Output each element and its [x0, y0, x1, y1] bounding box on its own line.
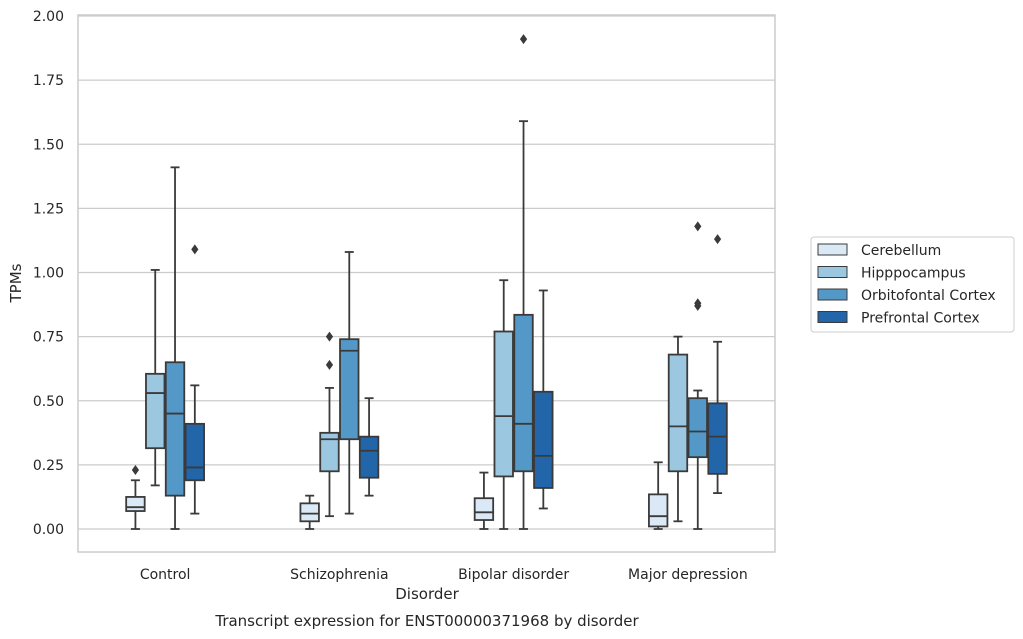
x-axis-ticks: Control Schizophrenia Bipolar disorder Majo… [140, 567, 748, 583]
box-iqr [125, 496, 146, 512]
box-item [125, 465, 146, 530]
outlier-point [131, 465, 140, 476]
legend-label: Hipppocampus [861, 266, 966, 282]
y-tick-label: 1.75 [33, 73, 64, 89]
y-axis-label: TPMs [7, 263, 25, 303]
box-iqr [648, 493, 669, 528]
x-tick-label: Major depression [628, 567, 748, 583]
y-axis-ticks: 0.00 0.25 0.50 0.75 1.00 1.25 1.50 1.75 2.00 [33, 9, 64, 538]
x-axis-label: Disorder [395, 585, 459, 603]
box-iqr [493, 330, 514, 478]
series-cerebellum [125, 461, 669, 530]
box-iqr [513, 313, 534, 473]
box-item [473, 471, 495, 530]
box-iqr [473, 497, 495, 521]
box-item [667, 335, 689, 523]
box-item [184, 244, 205, 515]
y-tick-label: 2.00 [33, 9, 64, 25]
legend-swatch [817, 288, 848, 301]
chart-caption: Transcript expression for ENST0000037196… [214, 612, 639, 630]
legend-swatch [817, 311, 848, 323]
box-series-layer [125, 34, 728, 530]
outlier-point [713, 234, 722, 245]
box-item [299, 494, 320, 530]
box-item [513, 34, 534, 530]
outlier-point [519, 34, 528, 45]
series-hipppocampus [145, 269, 689, 530]
x-tick-label: Bipolar disorder [458, 567, 569, 583]
box-iqr [319, 431, 340, 473]
legend-swatch [817, 243, 848, 256]
box-item [707, 234, 728, 494]
box-item [319, 331, 340, 518]
legend-label: Prefrontal Cortex [861, 311, 980, 327]
x-tick-label: Schizophrenia [290, 567, 388, 583]
outlier-point [325, 331, 334, 342]
box-item [145, 269, 166, 487]
x-tick-label: Control [140, 567, 191, 583]
box-iqr [145, 372, 166, 450]
legend-label: Cerebellum [861, 243, 941, 259]
box-iqr [358, 435, 380, 479]
legend: Cerebellum Hipppocampus Orbitofontal Corte… [810, 236, 1015, 333]
box-item [493, 279, 514, 530]
box-iqr [339, 338, 360, 441]
box-item [339, 251, 360, 515]
box-item [533, 289, 554, 510]
box-iqr [687, 397, 708, 459]
box-iqr [707, 402, 728, 475]
legend-frame [810, 236, 1015, 333]
box-iqr [299, 502, 320, 523]
series-prefrontal-cortex [184, 234, 728, 515]
box-iqr [533, 390, 554, 489]
box-iqr [184, 422, 205, 482]
y-tick-label: 1.25 [33, 201, 64, 217]
y-tick-label: 0.75 [33, 330, 64, 346]
y-tick-label: 0.25 [33, 458, 64, 474]
y-tick-label: 1.50 [33, 137, 64, 153]
box-item [687, 221, 708, 530]
outlier-point [694, 221, 702, 232]
outlier-point [694, 298, 702, 309]
box-item [164, 166, 186, 530]
outlier-point [191, 244, 199, 255]
series-orbitofontal-cortex [164, 34, 708, 530]
box-item [648, 461, 669, 530]
y-tick-label: 1.00 [33, 266, 64, 282]
y-tick-label: 0.00 [33, 522, 64, 538]
outlier-point [325, 359, 334, 370]
box-item [358, 397, 380, 497]
legend-label: Orbitofontal Cortex [861, 288, 996, 304]
y-tick-label: 0.50 [33, 394, 64, 410]
box-iqr [667, 353, 689, 473]
plot-area-frame [77, 14, 776, 553]
box-iqr [164, 361, 186, 497]
legend-swatch [817, 266, 848, 278]
